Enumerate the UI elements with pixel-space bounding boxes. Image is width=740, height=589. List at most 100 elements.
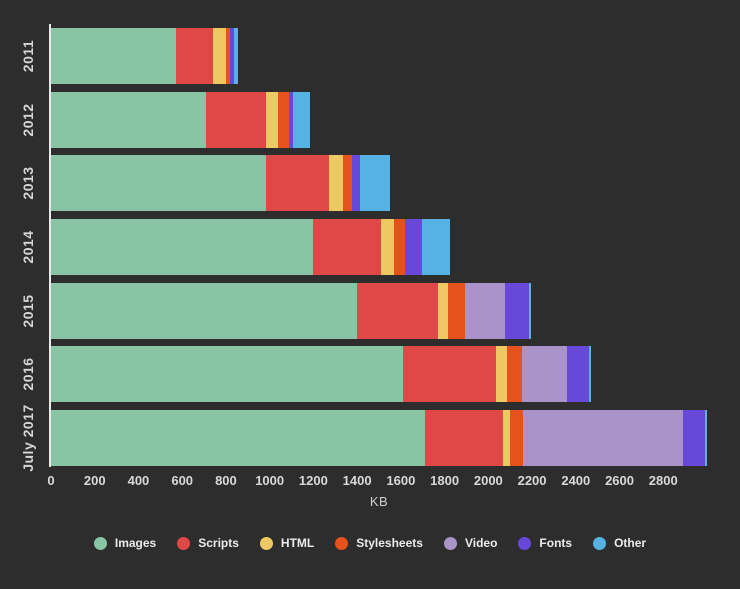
bar-segment-stylesheets [225,28,231,84]
bar-row-2014: 2014 [20,218,707,275]
bar-segment-fonts [682,409,705,466]
bar-segment-stylesheets [394,218,406,275]
bar-segment-html [328,155,343,212]
x-axis-title: KB [369,494,389,509]
x-tick-label: 400 [127,473,150,488]
stacked-bar [51,91,707,148]
stacked-bar [51,155,707,212]
bar-segment-fonts [289,91,293,148]
x-axis-ticks: 0 200 400 600 800 1000 1200 1400 1600 1800 2000 220… [47,466,707,488]
legend-label: Scripts [198,536,239,550]
bar-segment-images [51,282,358,339]
legend-item-images: Images [93,536,156,550]
stacked-bar [51,346,707,403]
bar-segment-other [704,409,707,466]
bar-segment-fonts [504,282,529,339]
bar-segment-fonts [405,218,422,275]
bar-segment-scripts [206,91,267,148]
bar-segment-video [523,409,683,466]
bar-segment-fonts [230,28,234,84]
y-axis-label: 2014 [20,230,36,264]
legend-item-fonts: Fonts [518,536,572,550]
bar-segment-other [528,282,531,339]
bar-segment-html [502,409,511,466]
x-tick-label: 0 [47,473,55,488]
bar-segment-scripts [424,409,503,466]
bar-segment-images [51,346,404,403]
bar-segment-stylesheets [342,155,352,212]
legend-item-other: Other [593,536,646,550]
x-tick-label: 1200 [298,473,328,488]
y-axis-label: 2012 [20,103,36,137]
x-tick-label: 800 [215,473,237,488]
stacked-bar [51,28,707,84]
plot-area: 2011 2012 2013 2014 2015 2016 July 2017 0 200 40… [20,24,707,509]
bar-segment-images [51,91,207,148]
bar-row-2016: 2016 [20,346,707,403]
bar-segment-html [212,28,226,84]
bar-segment-html [266,91,279,148]
x-tick-label: 1000 [255,473,285,488]
bar-segment-other [588,346,592,403]
bar-segment-other [233,28,238,84]
bar-segment-fonts [351,155,361,212]
legend-color-dot [335,536,349,550]
bar-segment-other [360,155,390,212]
bar-row-2012: 2012 [20,91,707,148]
legend-color-dot [443,536,457,550]
legend-label: HTML [280,536,315,550]
bar-segment-stylesheets [447,282,466,339]
y-axis-label: 2016 [20,357,36,391]
bar-segment-stylesheets [506,346,523,403]
bar-segment-scripts [313,218,382,275]
bar-segment-fonts [567,346,589,403]
legend-label: Stylesheets [356,536,423,550]
y-axis-label: 2013 [20,166,36,200]
x-tick-label: 1400 [342,473,372,488]
bar-segment-scripts [266,155,329,212]
legend-item-html: HTML [259,536,315,550]
x-tick-label: 2600 [605,473,634,488]
bar-segment-html [495,346,507,403]
bar-segment-html [381,218,395,275]
stacked-bar [51,218,707,275]
bar-segment-html [438,282,448,339]
stacked-bar [51,282,707,339]
bar-segment-video [465,282,505,339]
legend-label: Fonts [539,536,573,550]
x-tick-label: 2800 [648,473,678,488]
legend: Images Scripts HTML Stylesheets Video Fonts Ot… [0,536,740,550]
y-axis-label: 2011 [20,39,36,73]
bar-segment-scripts [175,28,213,84]
y-axis-label: July 2017 [20,404,36,472]
y-axis-line [49,24,51,467]
bar-segment-other [421,218,451,275]
bar-segment-stylesheets [278,91,290,148]
bar-row-2011: 2011 [20,28,707,84]
bar-row-2013: 2013 [20,155,707,212]
bar-segment-scripts [357,282,439,339]
x-tick-label: 1600 [386,473,416,488]
bar-segment-video [522,346,567,403]
bar-segment-images [51,155,267,212]
x-tick-label: 2000 [473,473,503,488]
x-tick-label: 600 [171,473,194,488]
legend-item-scripts: Scripts [177,536,239,550]
y-axis-label: 2015 [20,294,36,328]
legend-color-dot [177,536,191,550]
legend-label: Other [614,536,647,550]
legend-color-dot [259,536,273,550]
x-tick-label: 2400 [561,473,591,488]
bar-row-2015: 2015 [20,282,707,339]
bar-segment-scripts [403,346,496,403]
bar-segment-images [51,218,314,275]
legend-color-dot [93,536,107,550]
legend-label: Video [464,536,498,550]
legend-item-video: Video [443,536,498,550]
bar-segment-stylesheets [510,409,524,466]
bar-segment-other [292,91,311,148]
bar-segment-images [51,28,176,84]
bar-row-july-2017: July 2017 [20,404,707,472]
bar-segment-images [51,409,425,466]
